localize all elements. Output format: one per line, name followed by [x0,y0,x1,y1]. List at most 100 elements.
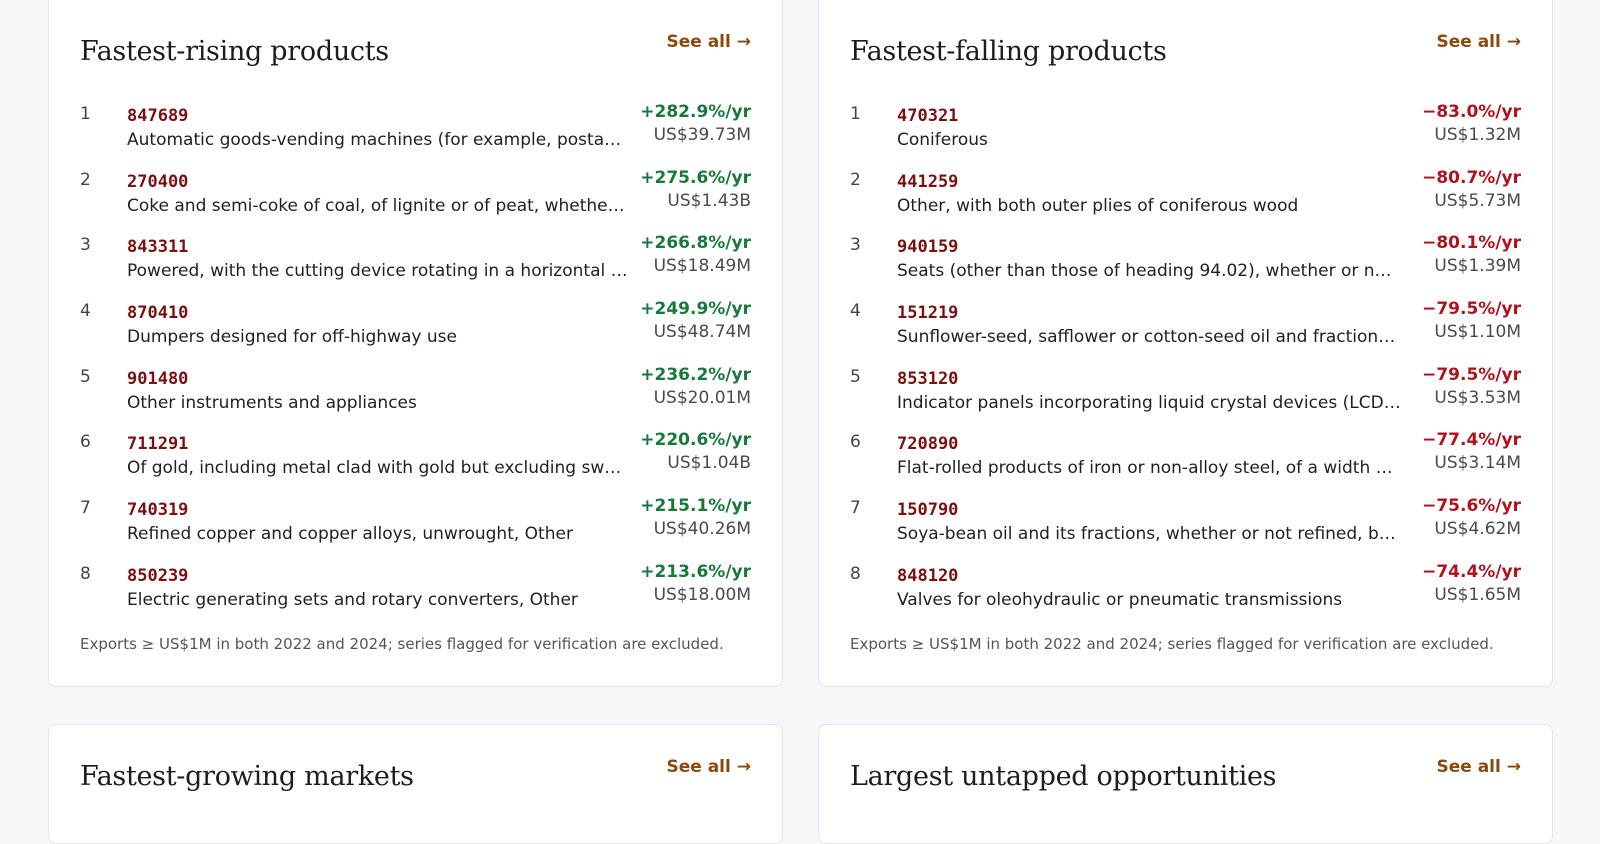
untapped-opportunities-card: Largest untapped opportunities See all → [818,724,1553,844]
rank-number: 3 [850,235,861,256]
product-code-link[interactable]: 850239 [127,565,189,586]
product-description[interactable]: Other instruments and appliances [127,392,417,413]
product-row[interactable]: 7 150790 Soya-bean oil and its fractions, … [850,494,1521,560]
product-row[interactable]: 6 720890 Flat-rolled products of iron or n… [850,428,1521,494]
rank-number: 4 [80,301,91,322]
product-description[interactable]: Coniferous [897,130,988,150]
rank-number: 5 [80,366,91,387]
falling-products-card: Fastest-falling products See all → 1 4703… [818,0,1553,687]
growth-rate: −83.0%/yr [1422,102,1521,122]
export-value: US$1.39M [1434,256,1521,277]
product-code-link[interactable]: 847689 [127,106,189,126]
see-all-link[interactable]: See all → [1436,32,1521,52]
product-description[interactable]: Indicator panels incorporating liquid cr… [897,392,1401,413]
export-value: US$1.43B [667,190,751,211]
product-row[interactable]: 7 740319 Refined copper and copper alloys,… [80,494,751,560]
rank-number: 2 [80,169,91,190]
product-row[interactable]: 2 441259 Other, with both outer plies of c… [850,166,1521,232]
rank-number: 6 [80,432,91,453]
export-value: US$20.01M [653,387,751,408]
product-row[interactable]: 8 848120 Valves for oleohydraulic or pneum… [850,560,1521,626]
product-row[interactable]: 5 853120 Indicator panels incorporating li… [850,363,1521,429]
export-value: US$18.00M [653,584,751,605]
export-value: US$5.73M [1434,190,1521,211]
product-code-link[interactable]: 711291 [127,434,189,455]
growth-rate: −75.6%/yr [1422,496,1521,517]
export-value: US$3.14M [1434,453,1521,474]
card-title: Largest untapped opportunities [850,761,1277,792]
growth-rate: −79.5%/yr [1422,364,1521,385]
product-description[interactable]: Of gold, including metal clad with gold … [127,458,631,479]
product-description[interactable]: Flat-rolled products of iron or non-allo… [897,458,1401,479]
export-value: US$4.62M [1434,519,1521,540]
product-description[interactable]: Seats (other than those of heading 94.02… [897,261,1401,282]
product-row[interactable]: 4 870410 Dumpers designed for off-highway … [80,297,751,363]
export-value: US$48.74M [653,322,751,343]
growth-rate: +266.8%/yr [640,233,751,254]
product-code-link[interactable]: 151219 [897,303,959,324]
rank-number: 6 [850,432,861,453]
growth-rate: +282.9%/yr [640,102,751,122]
rank-number: 7 [850,498,861,519]
product-row[interactable]: 2 270400 Coke and semi-coke of coal, of li… [80,166,751,232]
product-description[interactable]: Dumpers designed for off-highway use [127,327,457,348]
rising-products-list: 1 847689 Automatic goods-vending machines … [80,100,751,626]
product-description[interactable]: Valves for oleohydraulic or pneumatic tr… [897,589,1343,610]
export-value: US$1.65M [1434,584,1521,605]
rising-products-card: Fastest-rising products See all → 1 84768… [48,0,783,687]
product-code-link[interactable]: 270400 [127,171,189,192]
product-code-link[interactable]: 470321 [897,106,959,126]
product-description[interactable]: Coke and semi-coke of coal, of lignite o… [127,195,631,216]
card-title: Fastest-rising products [80,36,389,67]
see-all-link[interactable]: See all → [666,757,751,777]
card-header: Fastest-rising products See all → [80,0,751,100]
product-row[interactable]: 5 901480 Other instruments and appliances +… [80,363,751,429]
growth-rate: +275.6%/yr [640,167,751,188]
rank-number: 5 [850,366,861,387]
rank-number: 2 [850,169,861,190]
product-code-link[interactable]: 720890 [897,434,959,455]
product-row[interactable]: 8 850239 Electric generating sets and rota… [80,560,751,626]
falling-products-list: 1 470321 Coniferous −83.0%/yr US$1.32M 2 44125… [850,100,1521,626]
rank-number: 4 [850,301,861,322]
export-value: US$3.53M [1434,387,1521,408]
see-all-link[interactable]: See all → [666,32,751,52]
product-description[interactable]: Automatic goods-vending machines (for ex… [127,130,631,150]
product-description[interactable]: Other, with both outer plies of conifero… [897,195,1299,216]
product-code-link[interactable]: 441259 [897,171,959,192]
growth-rate: +236.2%/yr [640,364,751,385]
export-value: US$40.26M [653,519,751,540]
footnote: Exports ≥ US$1M in both 2022 and 2024; s… [850,635,1494,653]
product-code-link[interactable]: 853120 [897,368,959,389]
product-code-link[interactable]: 848120 [897,565,959,586]
product-description[interactable]: Refined copper and copper alloys, unwrou… [127,524,573,545]
product-code-link[interactable]: 843311 [127,237,189,258]
product-row[interactable]: 1 470321 Coniferous −83.0%/yr US$1.32M [850,100,1521,166]
product-code-link[interactable]: 740319 [127,500,189,521]
product-code-link[interactable]: 870410 [127,303,189,324]
growth-rate: −79.5%/yr [1422,299,1521,320]
footnote: Exports ≥ US$1M in both 2022 and 2024; s… [80,635,724,653]
export-value: US$1.32M [1434,125,1521,145]
product-row[interactable]: 6 711291 Of gold, including metal clad wit… [80,428,751,494]
product-description[interactable]: Soya-bean oil and its fractions, whether… [897,524,1401,545]
product-code-link[interactable]: 940159 [897,237,959,258]
see-all-link[interactable]: See all → [1436,757,1521,777]
product-code-link[interactable]: 150790 [897,500,959,521]
growth-rate: −80.1%/yr [1422,233,1521,254]
card-header: Fastest-growing markets See all → [80,725,751,825]
product-description[interactable]: Sunflower-seed, safflower or cotton-seed… [897,327,1401,348]
card-header: Largest untapped opportunities See all → [850,725,1521,825]
card-header: Fastest-falling products See all → [850,0,1521,100]
growth-rate: −80.7%/yr [1422,167,1521,188]
product-row[interactable]: 3 843311 Powered, with the cutting device … [80,231,751,297]
product-description[interactable]: Electric generating sets and rotary conv… [127,589,578,610]
rank-number: 8 [80,563,91,584]
product-description[interactable]: Powered, with the cutting device rotatin… [127,261,631,282]
product-row[interactable]: 1 847689 Automatic goods-vending machines … [80,100,751,166]
product-code-link[interactable]: 901480 [127,368,189,389]
growth-rate: +215.1%/yr [640,496,751,517]
product-row[interactable]: 3 940159 Seats (other than those of headin… [850,231,1521,297]
growth-rate: −74.4%/yr [1422,561,1521,582]
product-row[interactable]: 4 151219 Sunflower-seed, safflower or cott… [850,297,1521,363]
